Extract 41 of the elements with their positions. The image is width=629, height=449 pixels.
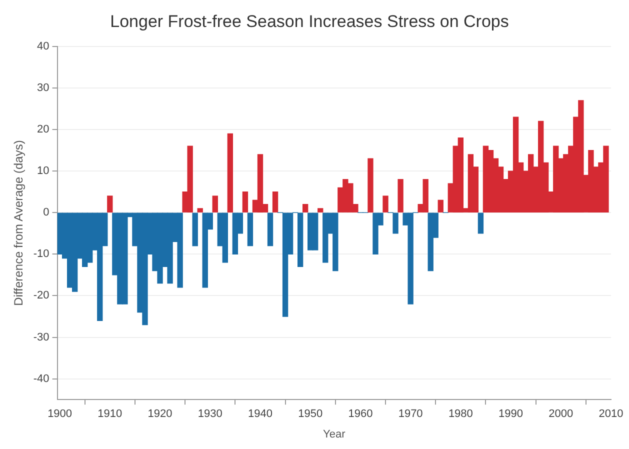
y-tick-label: -10 [33, 248, 50, 260]
bar [212, 196, 218, 212]
bar [267, 212, 274, 246]
x-tick-label: 1950 [298, 408, 323, 420]
bar [478, 212, 484, 234]
x-tick-label: 1910 [98, 408, 122, 420]
x-tick-label: 1900 [48, 408, 72, 420]
y-axis-title: Difference from Average (days) [12, 140, 26, 306]
y-tick-label: 0 [43, 206, 50, 219]
bar [318, 208, 324, 212]
y-tick-label: -20 [33, 290, 50, 302]
y-tick-label: -30 [33, 331, 50, 344]
x-tick-label: 2010 [598, 408, 624, 420]
y-tick-label: 20 [37, 124, 50, 136]
x-tick-label: 1970 [398, 408, 423, 420]
x-tick-label: 1930 [198, 408, 222, 420]
x-tick-label: 1960 [348, 408, 373, 420]
bar [227, 133, 234, 212]
bar [382, 196, 388, 212]
y-tick-label: 10 [37, 165, 50, 178]
x-axis-title: Year [323, 428, 346, 440]
bar [368, 158, 374, 212]
x-tick-label: 1990 [498, 408, 524, 420]
bar [322, 212, 328, 263]
bar [438, 200, 444, 212]
x-tick-label: 2000 [548, 408, 574, 420]
bar [302, 204, 308, 212]
y-tick-label: 30 [37, 82, 50, 94]
bar [242, 192, 248, 212]
y-tick-label: -40 [33, 372, 50, 385]
x-tick-label: 1940 [248, 408, 272, 420]
bar [192, 212, 198, 246]
x-tick-label: 1920 [148, 408, 172, 420]
bar [398, 179, 404, 212]
chart-title: Longer Frost-free Season Increases Stress on Crops [110, 12, 509, 31]
y-tick-label: 40 [37, 40, 50, 52]
bar [107, 196, 113, 212]
bar [197, 208, 203, 212]
x-tick-label: 1980 [448, 408, 473, 420]
bar [247, 212, 254, 246]
bar [272, 192, 278, 212]
